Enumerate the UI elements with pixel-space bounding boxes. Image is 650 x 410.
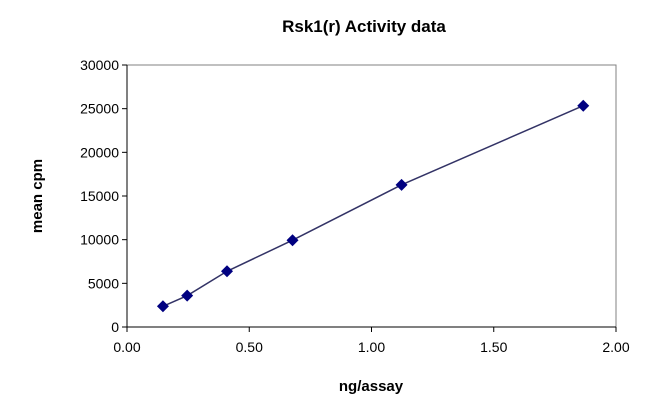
x-tick-label: 0.50 [236,339,263,355]
y-tick-label: 10000 [80,232,119,248]
data-point [286,234,299,247]
y-tick-label: 25000 [80,101,119,117]
data-point [156,300,169,313]
y-tick-label: 5000 [88,275,119,291]
x-tick-label: 2.00 [602,339,629,355]
data-point [181,289,194,302]
data-point [395,178,408,191]
y-tick-label: 0 [111,319,119,335]
plot-area: 0 5000 10000 15000 20000 25000 30000 0.00 0.50 1.… [80,57,630,355]
x-tick-label: 1.50 [480,339,507,355]
x-tick-label: 0.00 [113,339,140,355]
x-axis-label: ng/assay [339,378,404,395]
y-tick-label: 15000 [80,188,119,204]
chart-title: Rsk1(r) Activity data [282,17,446,36]
y-tick-label: 20000 [80,144,119,160]
y-axis-label: mean cpm [29,159,46,233]
y-tick-label: 30000 [80,57,119,73]
data-point [221,265,234,278]
x-tick-label: 1.00 [358,339,385,355]
data-point [577,99,590,112]
